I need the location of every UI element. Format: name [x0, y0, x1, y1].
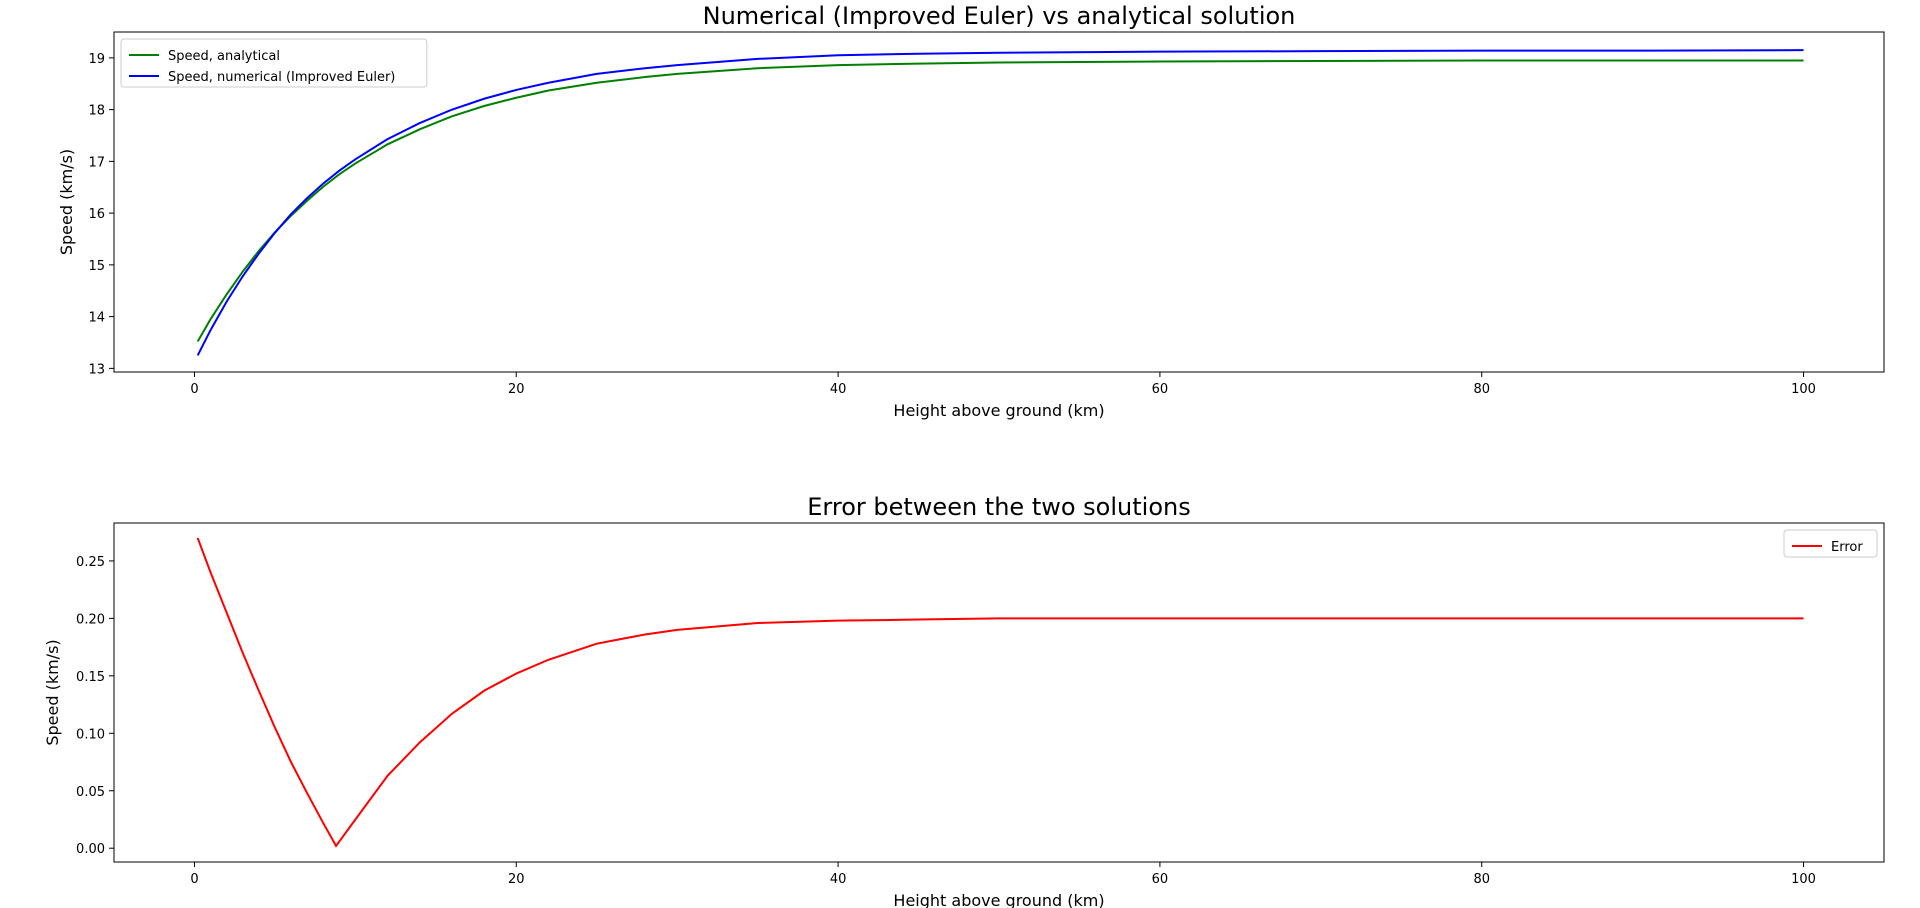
y-tick-label: 14 — [88, 311, 105, 326]
x-tick-label: 20 — [508, 872, 525, 887]
chart-title: Error between the two solutions — [807, 493, 1190, 521]
series-line-speed-numerical-improved-euler — [196, 49, 1804, 356]
legend-entry: Error — [1831, 540, 1863, 555]
y-tick-label: 0.00 — [76, 842, 105, 857]
x-tick-label: 0 — [190, 382, 198, 397]
speed-comparison-chart: Numerical (Improved Euler) vs analytical… — [57, 2, 1885, 420]
legend-box — [1783, 529, 1878, 558]
x-tick-label: 60 — [1152, 872, 1169, 887]
series-line-error — [196, 537, 1804, 848]
plot-frame — [113, 522, 1885, 863]
y-tick-label: 16 — [88, 207, 105, 222]
x-axis-label: Height above ground (km) — [893, 401, 1104, 420]
y-tick-label: 18 — [88, 104, 105, 119]
x-tick-label: 20 — [508, 382, 525, 397]
y-tick-label: 0.10 — [76, 727, 105, 742]
y-axis-label: Speed (km/s) — [43, 639, 62, 745]
chart-title: Numerical (Improved Euler) vs analytical… — [703, 2, 1296, 30]
x-axis-label: Height above ground (km) — [893, 891, 1104, 908]
legend-entry: Speed, numerical (Improved Euler) — [168, 70, 395, 85]
y-tick-label: 19 — [88, 52, 105, 67]
y-axis-label: Speed (km/s) — [57, 149, 76, 255]
y-tick-label: 15 — [88, 259, 105, 274]
error-chart: Error between the two solutions 0 20 40 60 80… — [43, 493, 1885, 908]
legend: Error — [1783, 529, 1878, 558]
x-tick-label: 100 — [1791, 872, 1816, 887]
y-tick-label: 0.25 — [76, 555, 105, 570]
y-tick-label: 13 — [88, 362, 105, 377]
x-tick-label: 100 — [1791, 382, 1816, 397]
y-tick-label: 0.20 — [76, 612, 105, 627]
x-tick-label: 60 — [1152, 382, 1169, 397]
x-tick-label: 80 — [1473, 382, 1490, 397]
legend: Speed, analytical Speed, numerical (Impro… — [120, 38, 428, 88]
y-tick-label: 0.05 — [76, 785, 105, 800]
x-tick-label: 80 — [1473, 872, 1490, 887]
series-line-speed-analytical — [196, 59, 1804, 342]
y-tick-label: 0.15 — [76, 670, 105, 685]
y-tick-label: 17 — [88, 155, 105, 170]
x-tick-label: 40 — [830, 872, 847, 887]
x-tick-label: 0 — [190, 872, 198, 887]
x-tick-label: 40 — [830, 382, 847, 397]
plot-frame — [113, 31, 1885, 373]
legend-box — [120, 38, 428, 88]
legend-entry: Speed, analytical — [168, 49, 280, 64]
